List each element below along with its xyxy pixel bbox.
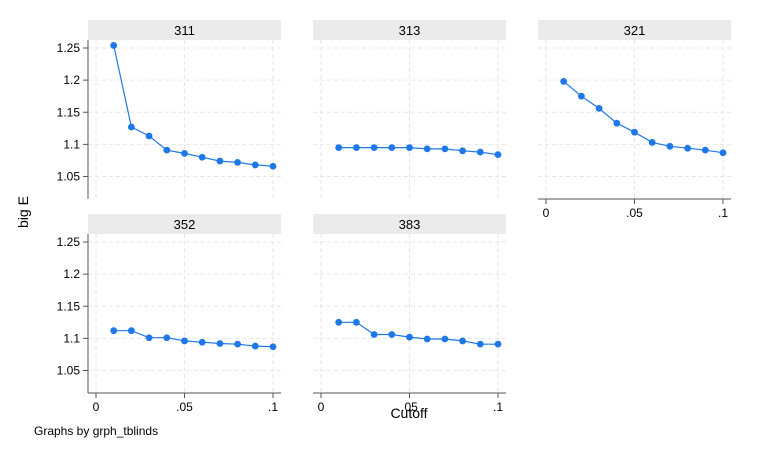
panel-strip	[313, 214, 506, 234]
data-point	[269, 343, 277, 351]
y-tick-label: 1.1	[63, 331, 80, 345]
data-point	[476, 148, 484, 156]
series-line	[338, 147, 499, 156]
panel-title: 313	[399, 23, 421, 38]
data-point	[234, 340, 242, 348]
panel-strip	[88, 20, 281, 40]
y-axis-title: big E	[15, 196, 31, 228]
data-point	[423, 145, 431, 153]
data-point	[198, 338, 206, 346]
data-point	[666, 142, 674, 150]
panel-title: 352	[174, 217, 196, 232]
data-point	[595, 104, 603, 112]
data-point	[198, 153, 206, 161]
x-tick-label: .05	[401, 400, 418, 414]
x-tick-label: 0	[93, 400, 100, 414]
series-line	[563, 80, 724, 154]
data-point	[163, 334, 171, 342]
x-tick-label: 0	[543, 206, 550, 220]
data-point	[388, 144, 396, 151]
data-point	[441, 145, 449, 153]
x-axis-title: Cutoff	[390, 405, 427, 421]
graphs-by-note: Graphs by grph_tblinds	[34, 424, 159, 438]
y-tick-label: 1.25	[57, 41, 81, 55]
data-point	[145, 132, 153, 140]
data-point	[216, 340, 224, 347]
data-point	[127, 123, 135, 131]
panel-strip	[88, 214, 281, 234]
data-point	[251, 342, 259, 350]
data-point	[335, 318, 343, 326]
panel-strip	[538, 20, 731, 40]
x-tick-label: .1	[493, 400, 503, 414]
data-point	[110, 327, 118, 335]
data-point	[560, 78, 568, 85]
panel-strip	[313, 20, 506, 40]
x-tick-label: .05	[176, 400, 193, 414]
series-line	[113, 45, 274, 167]
y-tick-label: 1.2	[63, 73, 80, 87]
data-point	[459, 147, 466, 155]
data-point	[441, 335, 449, 343]
data-point	[648, 139, 656, 146]
data-point	[370, 144, 378, 151]
data-point	[353, 144, 360, 151]
data-point	[494, 151, 502, 159]
data-point	[459, 337, 466, 345]
data-point	[631, 128, 638, 136]
data-point	[388, 331, 396, 338]
data-point	[578, 92, 585, 100]
data-point	[181, 149, 188, 157]
data-point	[335, 144, 343, 151]
x-tick-label: .1	[268, 400, 278, 414]
data-point	[719, 149, 727, 157]
y-tick-label: 1.1	[63, 137, 80, 151]
data-point	[423, 335, 431, 343]
panel-title: 321	[624, 23, 646, 38]
data-point	[234, 158, 242, 166]
data-point	[406, 333, 413, 341]
series-line	[338, 321, 498, 345]
x-tick-label: 0	[318, 400, 325, 414]
y-tick-label: 1.2	[63, 267, 80, 281]
data-point	[406, 144, 413, 151]
x-tick-label: .1	[718, 206, 728, 220]
y-tick-label: 1.05	[57, 364, 81, 378]
data-point	[476, 340, 484, 348]
data-point	[370, 331, 378, 338]
data-point	[216, 157, 224, 165]
data-point	[684, 144, 691, 152]
data-point	[613, 119, 621, 127]
data-point	[701, 146, 709, 154]
data-point	[181, 337, 188, 345]
series-line	[113, 330, 274, 348]
x-tick-label: .05	[626, 206, 643, 220]
data-point	[251, 161, 259, 169]
panel-title: 311	[174, 23, 195, 38]
y-tick-label: 1.05	[57, 170, 81, 184]
panel-title: 383	[399, 217, 421, 232]
data-point	[353, 318, 360, 326]
data-point	[110, 42, 118, 49]
y-tick-label: 1.15	[57, 105, 81, 119]
data-point	[145, 334, 153, 342]
data-point	[494, 340, 502, 348]
y-tick-label: 1.25	[57, 235, 81, 249]
data-point	[269, 162, 277, 170]
y-tick-label: 1.15	[57, 299, 81, 313]
data-point	[163, 146, 171, 154]
data-point	[127, 327, 135, 335]
